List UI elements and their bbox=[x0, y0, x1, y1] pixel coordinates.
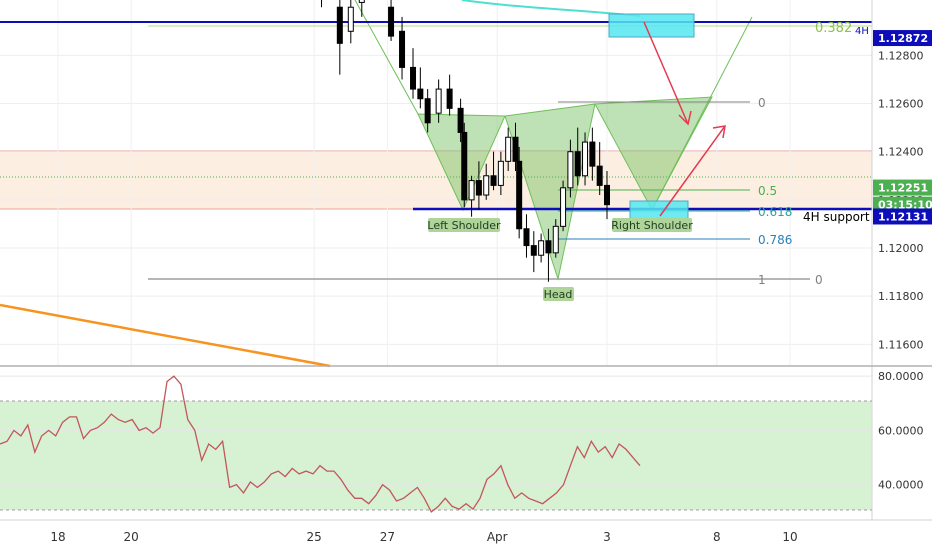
price-tick-label: 1.12800 bbox=[878, 49, 924, 62]
time-tick-label: 25 bbox=[307, 530, 322, 544]
price-badge bbox=[873, 179, 932, 196]
price-badges: 1.12872 1.12251 03:15:101.12131 bbox=[873, 30, 932, 225]
fib-1-label-zero: 0 bbox=[815, 273, 823, 287]
price-tick-label: 1.12400 bbox=[878, 146, 924, 159]
time-tick-label: 20 bbox=[124, 530, 139, 544]
candle-down bbox=[516, 160, 523, 230]
candle-down bbox=[545, 240, 552, 254]
rsi-band bbox=[0, 401, 872, 510]
price-badge bbox=[873, 208, 932, 225]
right-shoulder-label: Right Shoulder bbox=[611, 219, 693, 232]
fib-0382-label: 0.382 bbox=[815, 21, 852, 36]
rsi-line bbox=[0, 375, 641, 513]
rsi-tick-label: 40.0000 bbox=[878, 479, 924, 492]
candles-group bbox=[321, 0, 610, 282]
candle-down bbox=[388, 6, 395, 37]
candle-up bbox=[560, 187, 567, 227]
price-tick-label: 1.11800 bbox=[878, 290, 924, 303]
price-pane: 0.382 4H 0 0.5 0.618 0.786 1 0 4H suppor… bbox=[0, 0, 872, 368]
supply-demand-zone bbox=[0, 151, 872, 209]
price-tick-labels: 1.128001.126001.124001.122001.120001.118… bbox=[878, 49, 924, 351]
price-tick-label: 1.12600 bbox=[878, 98, 924, 111]
price-badge-label: 1.12872 bbox=[878, 32, 928, 45]
candle-down bbox=[424, 98, 431, 124]
rsi-tick-labels: 80.0000 60.0000 40.0000 bbox=[878, 370, 924, 492]
time-tick-label: 18 bbox=[50, 530, 65, 544]
candle-up bbox=[483, 175, 490, 196]
time-tick-label: 10 bbox=[782, 530, 797, 544]
candle-up bbox=[582, 141, 589, 177]
orange-trendline bbox=[0, 303, 331, 368]
fib-0-label: 0 bbox=[758, 96, 766, 110]
fib-05-label: 0.5 bbox=[758, 184, 777, 198]
time-tick-label: Apr bbox=[487, 530, 508, 544]
rsi-pane: 80.0000 60.0000 40.0000 bbox=[0, 370, 924, 513]
hs-right-shoulder-shape bbox=[594, 96, 713, 212]
price-tick-label: 1.11600 bbox=[878, 338, 924, 351]
fib-0786-label: 0.786 bbox=[758, 233, 792, 247]
candle-up bbox=[567, 151, 574, 189]
candle-down bbox=[336, 6, 343, 44]
rsi-grid bbox=[0, 375, 872, 486]
candle-down bbox=[399, 30, 406, 68]
candle-down bbox=[596, 165, 603, 186]
rsi-tick-label: 80.0000 bbox=[878, 370, 924, 383]
right-shoulder-tag: Right Shoulder bbox=[611, 218, 693, 232]
candle-up bbox=[435, 88, 442, 114]
time-tick-label: 8 bbox=[713, 530, 721, 544]
candle-down bbox=[523, 228, 530, 247]
candle-up bbox=[497, 160, 504, 186]
time-tick-labels: 18 20 25 27 Apr 3 8 10 bbox=[50, 530, 797, 544]
rsi-tick-label: 60.0000 bbox=[878, 424, 924, 437]
time-tick-label: 3 bbox=[603, 530, 611, 544]
candle-down bbox=[574, 151, 581, 177]
candle-up bbox=[347, 6, 354, 32]
left-shoulder-tag: Left Shoulder bbox=[427, 218, 501, 232]
candle-down bbox=[461, 131, 468, 201]
candle-down bbox=[589, 141, 596, 167]
left-shoulder-label: Left Shoulder bbox=[427, 219, 501, 232]
candle-down bbox=[457, 107, 464, 133]
price-tick-label: 1.12000 bbox=[878, 242, 924, 255]
candle-up bbox=[505, 136, 512, 162]
price-axis: 1.128001.126001.124001.122001.120001.118… bbox=[871, 0, 932, 520]
candle-up bbox=[468, 180, 475, 201]
support-label: 4H support bbox=[803, 210, 870, 224]
arrow-up bbox=[659, 125, 726, 217]
candle-up bbox=[358, 0, 365, 3]
timeframe-label: 4H bbox=[855, 26, 869, 37]
candle-down bbox=[417, 88, 424, 100]
price-badge-label: 1.12251 bbox=[878, 182, 928, 195]
price-badge-label: 03:15:10 bbox=[878, 199, 932, 212]
candle-down bbox=[410, 66, 417, 90]
candle-down bbox=[530, 245, 537, 256]
head-label: Head bbox=[544, 288, 573, 301]
candle-up bbox=[538, 240, 545, 256]
candle-down bbox=[446, 88, 453, 109]
price-badge-label: 1.12131 bbox=[878, 210, 928, 223]
hs-target-leg bbox=[651, 16, 753, 211]
time-axis: 18 20 25 27 Apr 3 8 10 bbox=[0, 519, 932, 544]
time-tick-label: 27 bbox=[380, 530, 395, 544]
fib-1-label: 1 bbox=[758, 273, 766, 287]
candle-down bbox=[604, 184, 610, 206]
target-box-top bbox=[608, 13, 695, 38]
candle-down bbox=[475, 180, 482, 196]
candle-up bbox=[552, 225, 559, 254]
arrow-down bbox=[643, 21, 692, 126]
hs-head-shape bbox=[504, 103, 596, 281]
candle-down bbox=[490, 175, 497, 186]
price-badge bbox=[873, 30, 932, 47]
candle-down bbox=[512, 136, 519, 162]
hs-leftmost-leg bbox=[354, 0, 419, 115]
head-tag: Head bbox=[543, 287, 574, 301]
fib-0618-label: 0.618 bbox=[758, 205, 792, 219]
